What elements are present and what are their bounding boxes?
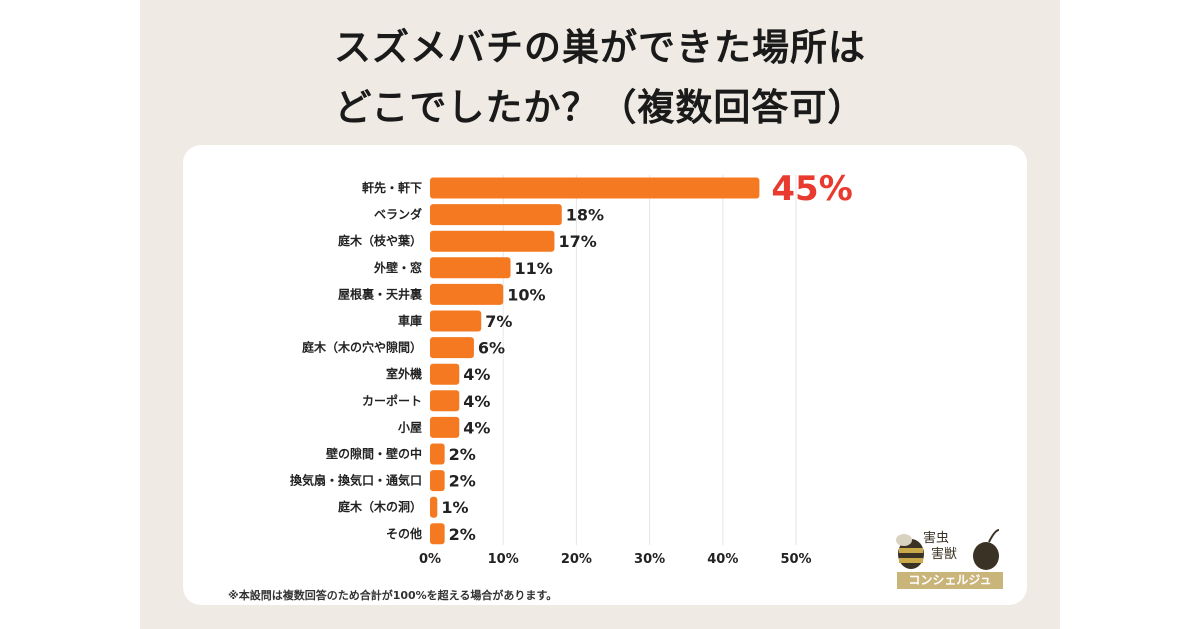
bar xyxy=(430,443,445,465)
x-tick-label: 40% xyxy=(707,552,738,567)
bar xyxy=(430,257,511,279)
bar xyxy=(430,310,482,332)
value-label: 18% xyxy=(566,206,604,225)
category-label: 車庫 xyxy=(398,313,422,328)
rodent-icon xyxy=(973,529,1000,570)
bar xyxy=(430,337,474,359)
bar xyxy=(430,416,460,438)
value-label: 4% xyxy=(463,365,490,384)
category-label: 軒先・軒下 xyxy=(362,180,422,195)
x-tick-label: 20% xyxy=(561,552,592,567)
value-label: 2% xyxy=(449,472,476,491)
footnote: ※本設問は複数回答のため合計が100%を超える場合があります。 xyxy=(228,589,558,602)
x-tick-label: 50% xyxy=(780,552,811,567)
category-label: カーポート xyxy=(362,393,422,408)
value-label: 6% xyxy=(478,339,505,358)
bar xyxy=(430,204,562,226)
x-tick-label: 30% xyxy=(634,552,665,567)
category-label: 壁の隙間・壁の中 xyxy=(326,446,422,461)
logo-text-1: 害虫 xyxy=(923,531,950,546)
category-label: 屋根裏・天井裏 xyxy=(338,286,423,301)
category-label: 庭木（木の穴や隙間） xyxy=(302,340,422,355)
chart-card: 0% 10% 20% 30% 40% 50% 軒先・軒下 45% ベランダ 18% 庭木（枝や葉） 1… xyxy=(183,145,1027,605)
title-line-1: スズメバチの巣ができた場所は xyxy=(334,26,866,69)
category-label: ベランダ xyxy=(374,207,422,222)
value-label: 4% xyxy=(463,418,490,437)
x-tick-label: 0% xyxy=(419,552,441,567)
value-label: 2% xyxy=(449,445,476,464)
category-label: 外壁・窓 xyxy=(374,260,422,275)
category-label: 庭木（木の洞） xyxy=(338,499,422,514)
value-label: 2% xyxy=(449,525,476,544)
bar xyxy=(430,283,504,305)
value-label: 7% xyxy=(485,312,512,331)
bar xyxy=(430,230,555,252)
logo: 害虫 害獣 コンシェルジュ xyxy=(893,528,1005,590)
value-label: 45% xyxy=(771,169,852,209)
category-label: 室外機 xyxy=(386,366,422,381)
category-label: その他 xyxy=(386,526,422,541)
value-label: 4% xyxy=(463,392,490,411)
chart-title: スズメバチの巣ができた場所は どこでしたか？（複数回答可） xyxy=(140,18,1060,138)
title-line-2: どこでしたか？（複数回答可） xyxy=(334,86,866,129)
bar xyxy=(430,470,445,492)
bar-chart: 0% 10% 20% 30% 40% 50% 軒先・軒下 45% ベランダ 18% 庭木（枝や葉） 1… xyxy=(290,169,853,567)
category-label: 庭木（枝や葉） xyxy=(338,233,422,248)
bar xyxy=(430,496,438,518)
logo-band: コンシェルジュ xyxy=(897,572,1003,589)
category-label: 換気扇・換気口・通気口 xyxy=(290,473,422,488)
bar xyxy=(430,390,460,412)
bee-icon xyxy=(896,534,924,569)
value-label: 17% xyxy=(558,232,596,251)
category-label: 小屋 xyxy=(398,419,422,434)
value-label: 10% xyxy=(507,285,545,304)
bar xyxy=(430,177,760,199)
x-tick-label: 10% xyxy=(488,552,519,567)
value-label: 1% xyxy=(441,498,468,517)
bar xyxy=(430,363,460,385)
bar xyxy=(430,523,445,545)
logo-text-2: 害獣 xyxy=(931,547,958,562)
value-label: 11% xyxy=(515,259,553,278)
